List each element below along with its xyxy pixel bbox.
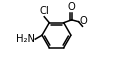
- Text: H₂N: H₂N: [16, 34, 35, 44]
- Text: O: O: [68, 2, 76, 12]
- Text: O: O: [79, 16, 87, 26]
- Text: Cl: Cl: [39, 6, 49, 16]
